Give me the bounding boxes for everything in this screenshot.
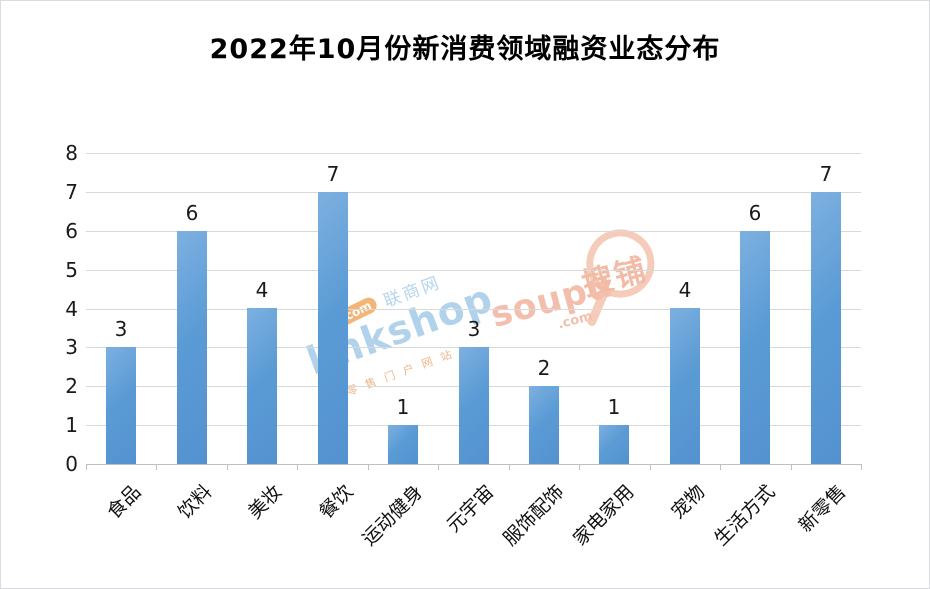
- gridline: [86, 153, 861, 154]
- soupu-cn-name: 搜铺: [578, 251, 652, 304]
- gridline: [86, 231, 861, 232]
- bar: [740, 231, 770, 464]
- x-tick-mark: [86, 464, 87, 470]
- y-tick-label: 1: [65, 413, 78, 437]
- gridline: [86, 270, 861, 271]
- y-tick-label: 8: [65, 141, 78, 165]
- bar-value-label: 7: [819, 162, 833, 186]
- y-tick-label: 2: [65, 374, 78, 398]
- bar-value-label: 4: [255, 278, 269, 302]
- y-tick-label: 7: [65, 180, 78, 204]
- bar-value-label: 1: [396, 395, 410, 419]
- y-tick-label: 4: [65, 297, 78, 321]
- x-tick-mark: [791, 464, 792, 470]
- soupu-logo: soupu: [486, 264, 618, 336]
- soupu-dotcom: .com: [556, 308, 595, 333]
- y-tick-label: 0: [65, 452, 78, 476]
- y-tick-label: 6: [65, 219, 78, 243]
- bar-value-label: 2: [537, 356, 551, 380]
- bar-value-label: 3: [467, 317, 481, 341]
- x-tick-mark: [861, 464, 862, 470]
- x-tick-mark: [227, 464, 228, 470]
- x-tick-mark: [297, 464, 298, 470]
- bar-value-label: 4: [678, 278, 692, 302]
- bar: [177, 231, 207, 464]
- linkshop-cn-name: 联商网: [381, 272, 445, 312]
- bar: [106, 347, 136, 464]
- x-tick-mark: [720, 464, 721, 470]
- x-tick-mark: [438, 464, 439, 470]
- x-tick-mark: [509, 464, 510, 470]
- bar: [599, 425, 629, 464]
- bar: [247, 308, 277, 464]
- bar: [811, 192, 841, 464]
- gridline: [86, 309, 861, 310]
- y-tick-label: 5: [65, 258, 78, 282]
- x-tick-mark: [650, 464, 651, 470]
- bar: [529, 386, 559, 464]
- x-tick-mark: [156, 464, 157, 470]
- bar-value-label: 6: [748, 201, 762, 225]
- bar: [318, 192, 348, 464]
- x-axis-line: [86, 464, 861, 465]
- magnifier-icon: [578, 221, 663, 306]
- gridline: [86, 192, 861, 193]
- bar: [670, 308, 700, 464]
- bar: [388, 425, 418, 464]
- bar-value-label: 6: [185, 201, 199, 225]
- bar-value-label: 1: [607, 395, 621, 419]
- x-tick-mark: [368, 464, 369, 470]
- bar-value-label: 7: [326, 162, 340, 186]
- bar-value-label: 3: [114, 317, 128, 341]
- linkshop-tagline: 零售门户网站: [344, 345, 462, 399]
- x-tick-mark: [579, 464, 580, 470]
- chart-title: 2022年10月份新消费领域融资业态分布: [209, 34, 721, 65]
- y-tick-label: 3: [65, 335, 78, 359]
- bar: [459, 347, 489, 464]
- magnifier-handle-icon: [586, 288, 610, 328]
- soupu-watermark: soupu .com 搜铺: [480, 221, 682, 379]
